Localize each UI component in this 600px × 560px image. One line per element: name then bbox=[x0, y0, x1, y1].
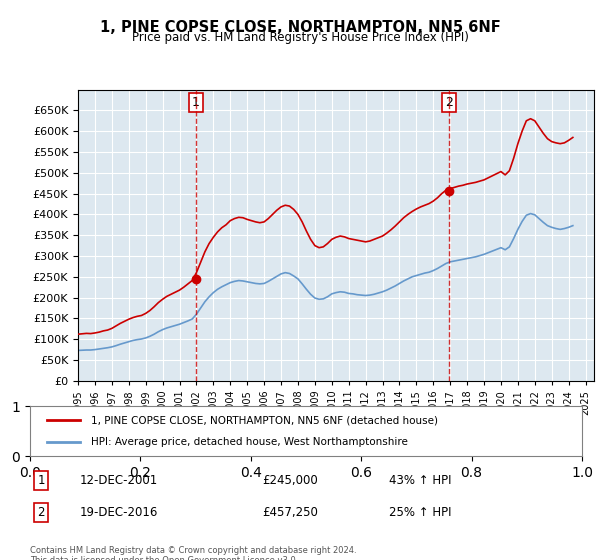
Text: 43% ↑ HPI: 43% ↑ HPI bbox=[389, 474, 451, 487]
Text: 1: 1 bbox=[191, 96, 200, 109]
Text: 12-DEC-2001: 12-DEC-2001 bbox=[80, 474, 158, 487]
Text: Price paid vs. HM Land Registry's House Price Index (HPI): Price paid vs. HM Land Registry's House … bbox=[131, 31, 469, 44]
Text: 2: 2 bbox=[445, 96, 453, 109]
Text: 1: 1 bbox=[37, 474, 45, 487]
Text: 1, PINE COPSE CLOSE, NORTHAMPTON, NN5 6NF (detached house): 1, PINE COPSE CLOSE, NORTHAMPTON, NN5 6N… bbox=[91, 415, 438, 425]
Text: Contains HM Land Registry data © Crown copyright and database right 2024.
This d: Contains HM Land Registry data © Crown c… bbox=[30, 546, 356, 560]
Text: 1, PINE COPSE CLOSE, NORTHAMPTON, NN5 6NF: 1, PINE COPSE CLOSE, NORTHAMPTON, NN5 6N… bbox=[100, 20, 500, 35]
Text: 25% ↑ HPI: 25% ↑ HPI bbox=[389, 506, 451, 519]
Text: HPI: Average price, detached house, West Northamptonshire: HPI: Average price, detached house, West… bbox=[91, 437, 407, 447]
Text: £457,250: £457,250 bbox=[262, 506, 318, 519]
Text: 19-DEC-2016: 19-DEC-2016 bbox=[80, 506, 158, 519]
Text: £245,000: £245,000 bbox=[262, 474, 317, 487]
Text: 2: 2 bbox=[37, 506, 45, 519]
